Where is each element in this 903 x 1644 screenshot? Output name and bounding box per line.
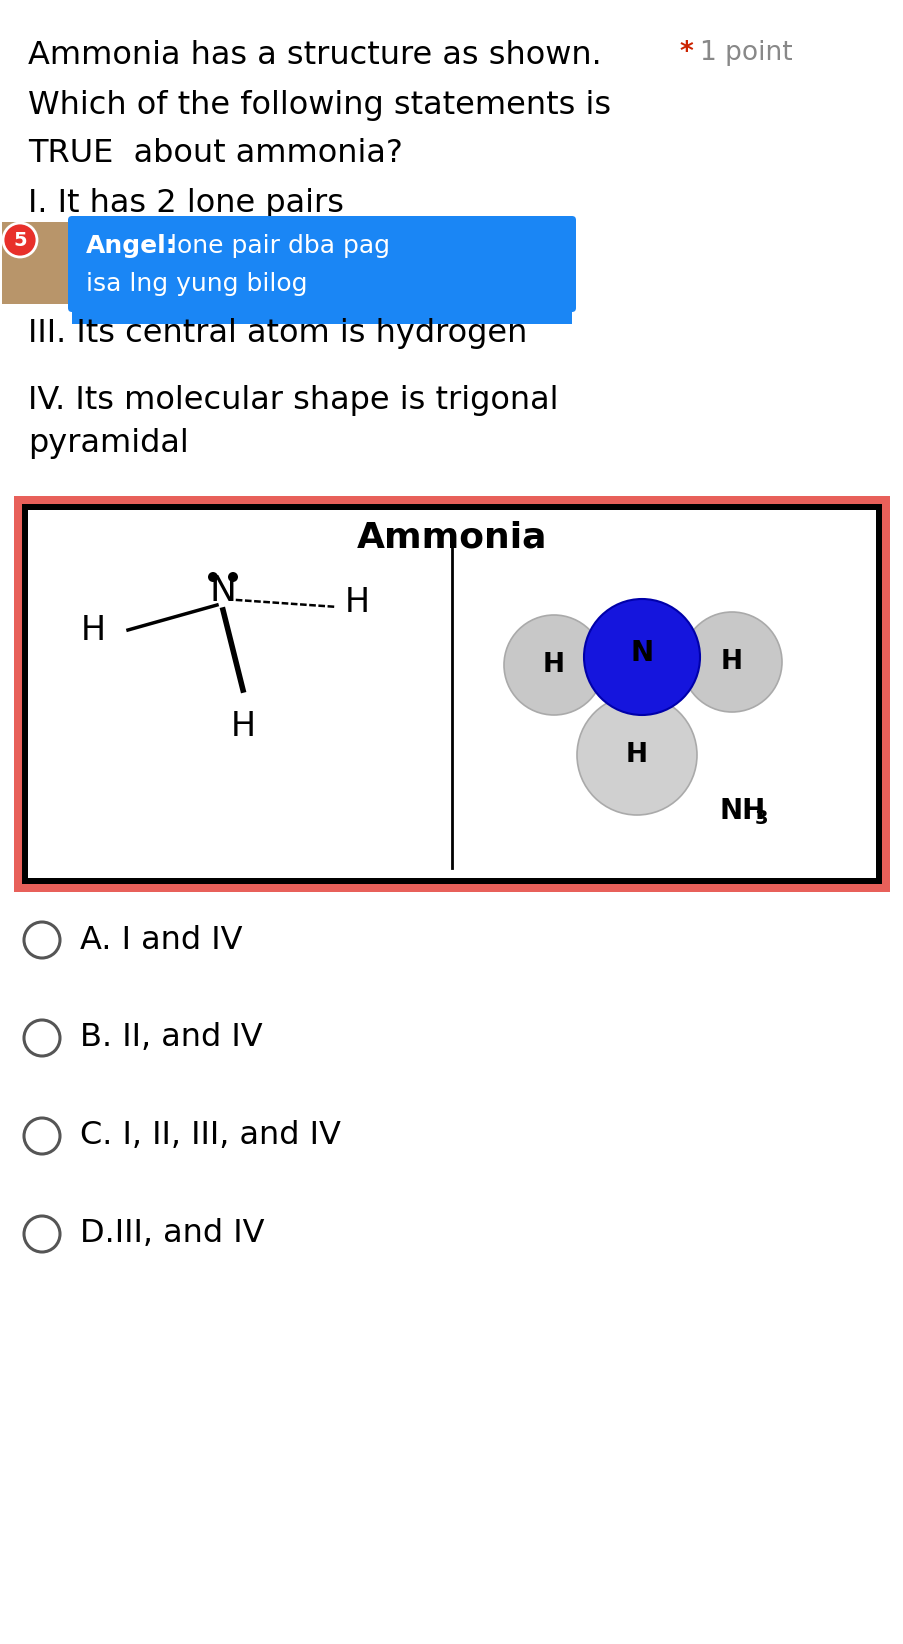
Text: 3: 3: [754, 809, 768, 827]
Circle shape: [576, 695, 696, 815]
FancyBboxPatch shape: [72, 307, 572, 324]
FancyBboxPatch shape: [28, 510, 875, 878]
Text: isa lng yung bilog: isa lng yung bilog: [86, 271, 307, 296]
Text: H: H: [625, 741, 647, 768]
Text: . I: . I: [28, 238, 58, 270]
Text: B. II, and IV: B. II, and IV: [79, 1023, 263, 1054]
Text: I. It has 2 lone pairs: I. It has 2 lone pairs: [28, 187, 344, 219]
Text: H: H: [345, 587, 369, 620]
Circle shape: [24, 922, 60, 958]
Circle shape: [24, 1019, 60, 1055]
FancyBboxPatch shape: [14, 496, 889, 893]
Text: TRUE  about ammonia?: TRUE about ammonia?: [28, 138, 403, 169]
Text: lone pair dba pag: lone pair dba pag: [162, 233, 389, 258]
FancyBboxPatch shape: [22, 505, 881, 884]
Text: Ammonia: Ammonia: [357, 520, 546, 554]
Text: Angel:: Angel:: [86, 233, 176, 258]
Circle shape: [208, 572, 218, 582]
Text: 5: 5: [14, 230, 27, 250]
Circle shape: [504, 615, 603, 715]
Text: Ammonia has a structure as shown.: Ammonia has a structure as shown.: [28, 39, 601, 71]
Text: N: N: [209, 574, 237, 608]
Text: IV. Its molecular shape is trigonal: IV. Its molecular shape is trigonal: [28, 385, 558, 416]
Circle shape: [24, 1118, 60, 1154]
Text: H: H: [230, 710, 256, 743]
Text: III. Its central atom is hydrogen: III. Its central atom is hydrogen: [28, 317, 526, 349]
FancyBboxPatch shape: [68, 215, 575, 312]
Circle shape: [583, 598, 699, 715]
Circle shape: [681, 612, 781, 712]
Text: 1 point: 1 point: [699, 39, 792, 66]
Text: C. I, II, III, and IV: C. I, II, III, and IV: [79, 1121, 340, 1151]
Text: A. I and IV: A. I and IV: [79, 924, 242, 955]
Text: N: N: [629, 640, 653, 667]
Text: H: H: [543, 653, 564, 677]
Circle shape: [24, 1217, 60, 1253]
Text: H: H: [721, 649, 742, 676]
FancyBboxPatch shape: [2, 222, 70, 304]
Text: D.III, and IV: D.III, and IV: [79, 1218, 265, 1249]
Text: pyramidal: pyramidal: [28, 427, 189, 459]
Circle shape: [228, 572, 237, 582]
Text: *: *: [679, 39, 693, 66]
Text: NH: NH: [719, 797, 766, 825]
Circle shape: [3, 224, 37, 256]
Text: Which of the following statements is: Which of the following statements is: [28, 90, 610, 122]
Text: H: H: [81, 613, 106, 646]
